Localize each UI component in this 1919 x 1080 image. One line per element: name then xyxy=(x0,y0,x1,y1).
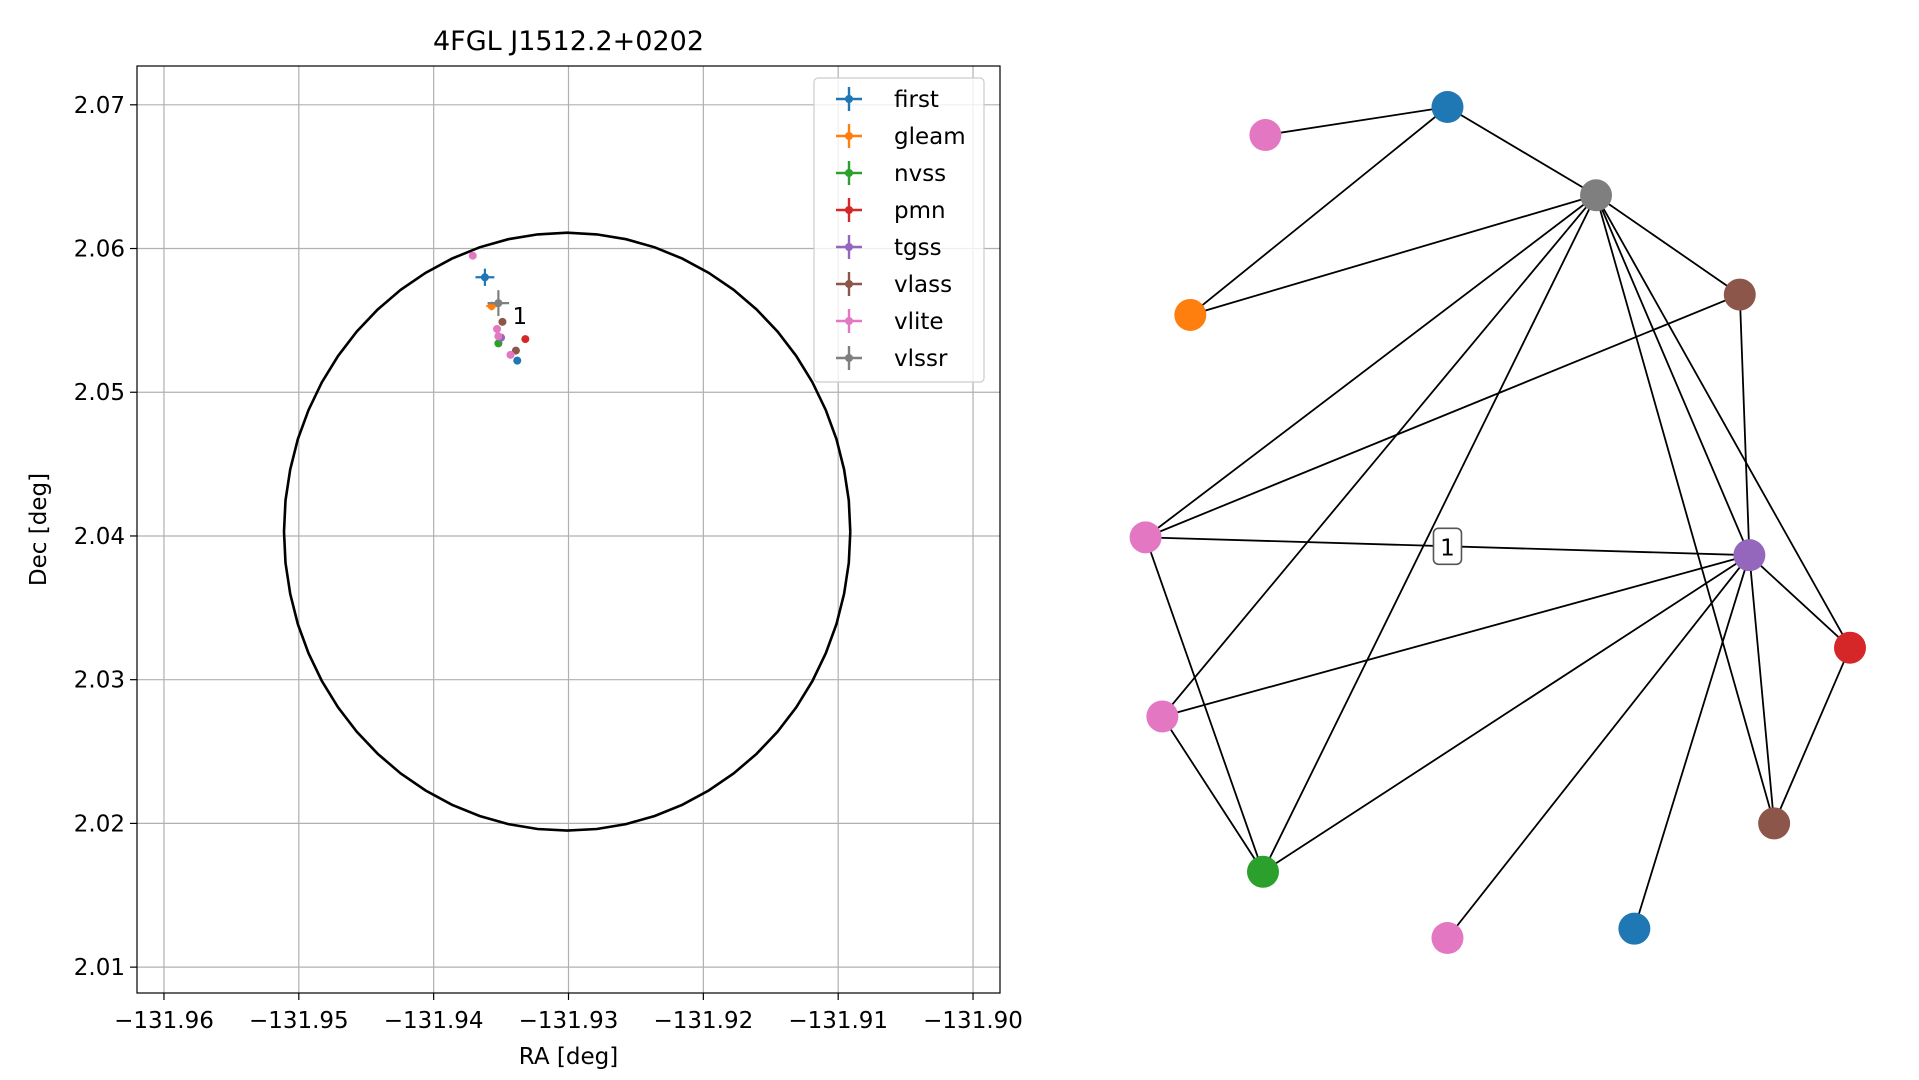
y-tick-label: 2.03 xyxy=(74,668,125,694)
x-tick-label: −131.93 xyxy=(519,1008,619,1034)
ellipse-outline xyxy=(282,231,852,832)
graph-edges xyxy=(1144,106,1851,939)
graph-edge xyxy=(1162,554,1750,718)
graph-edge-labels: 1 xyxy=(1432,527,1463,566)
point-vlass xyxy=(511,346,520,355)
point-vlssr xyxy=(487,290,510,317)
graph-edge xyxy=(1447,106,1597,197)
svg-text:1: 1 xyxy=(1440,535,1455,561)
y-tick-label: 2.04 xyxy=(74,524,125,550)
graph-node xyxy=(1431,91,1464,123)
point-first xyxy=(513,356,522,365)
legend-entry-first: first xyxy=(836,87,939,113)
x-tick-label: −131.92 xyxy=(653,1008,753,1034)
y-tick-label: 2.07 xyxy=(74,93,125,119)
legend-label: pmn xyxy=(894,198,946,224)
data-points xyxy=(468,251,530,365)
graph-edge xyxy=(1189,106,1449,316)
point-vlite xyxy=(506,350,515,359)
x-tick-label: −131.94 xyxy=(384,1008,484,1034)
graph-edge xyxy=(1161,715,1264,873)
x-tick-label: −131.91 xyxy=(788,1008,888,1034)
y-tick-label: 2.01 xyxy=(74,955,125,981)
graph-node xyxy=(1618,912,1651,945)
graph-node xyxy=(1723,278,1756,311)
legend-label: first xyxy=(894,87,939,113)
y-tick-label: 2.06 xyxy=(74,237,125,263)
legend-entry-vlite: vlite xyxy=(836,309,944,335)
graph-node xyxy=(1758,807,1791,840)
graph-node xyxy=(1129,521,1162,554)
x-axis-label: RA [deg] xyxy=(519,1044,618,1070)
point-annotation: 1 xyxy=(512,304,527,330)
graph-edge xyxy=(1748,555,1776,824)
point-first xyxy=(475,268,495,286)
legend-entry-tgss: tgss xyxy=(836,235,942,261)
y-axis-ticks: 2.01 2.02 2.03 2.04 2.05 2.06 2.07 xyxy=(74,93,137,981)
x-axis-ticks: −131.96 −131.95 −131.94 −131.93 −131.92 −131.… xyxy=(114,993,1023,1034)
legend-label: vlass xyxy=(894,272,952,298)
graph-node xyxy=(1146,700,1179,733)
point-vlass xyxy=(498,317,507,326)
x-tick-label: −131.95 xyxy=(249,1008,349,1034)
graph-edge xyxy=(1262,554,1750,873)
point-vlite xyxy=(493,325,502,334)
graph-node xyxy=(1249,119,1282,152)
legend-entry-vlssr: vlssr xyxy=(836,346,948,372)
graph-edge xyxy=(1145,194,1597,539)
point-pmn xyxy=(521,335,530,344)
legend-label: vlssr xyxy=(894,346,948,372)
chart-title: 4FGL J1512.2+0202 xyxy=(433,26,704,57)
graph-edge xyxy=(1595,194,1751,556)
uncertainty-ellipse xyxy=(282,231,852,832)
legend-label: vlite xyxy=(894,309,944,335)
graph-node xyxy=(1174,298,1207,331)
graph-edge xyxy=(1190,194,1597,316)
graph-edge xyxy=(1265,106,1448,136)
legend-label: nvss xyxy=(894,161,946,187)
x-tick-label: −131.90 xyxy=(923,1008,1023,1034)
graph-node xyxy=(1834,631,1866,664)
graph-edge xyxy=(1748,554,1851,649)
legend-box xyxy=(813,77,985,383)
scatter-panel: 4FGL J1512.2+0202 1 −131.96 −131.95 −131.9… xyxy=(26,26,1023,1070)
y-tick-label: 2.05 xyxy=(74,380,125,406)
y-tick-label: 2.02 xyxy=(74,811,125,837)
legend-entry-vlass: vlass xyxy=(836,272,952,298)
legend-entry-pmn: pmn xyxy=(836,198,946,224)
legend-entry-gleam: gleam xyxy=(836,124,966,150)
y-axis-label: Dec [deg] xyxy=(26,473,52,586)
graph-node xyxy=(1733,539,1766,572)
edge-label: 1 xyxy=(1432,527,1463,566)
annotations: 1 xyxy=(512,304,527,330)
legend-label: tgss xyxy=(894,235,942,261)
legend-label: gleam xyxy=(894,124,966,150)
x-tick-label: −131.96 xyxy=(114,1008,214,1034)
graph-edge xyxy=(1446,554,1751,939)
graph-edge xyxy=(1262,194,1597,873)
network-panel: 1 xyxy=(1129,91,1866,954)
graph-edge xyxy=(1595,194,1851,649)
graph-node xyxy=(1431,922,1464,954)
graph-edge xyxy=(1773,647,1851,824)
legend: first gleam nvss pmn tgss vlass vlite vlssr xyxy=(813,77,985,383)
graph-node xyxy=(1580,179,1613,212)
graph-nodes xyxy=(1129,91,1866,954)
graph-edge xyxy=(1595,194,1741,296)
graph-edge xyxy=(1633,554,1751,929)
graph-edge xyxy=(1145,293,1741,539)
graph-node xyxy=(1246,855,1279,888)
graph-edge xyxy=(1738,294,1751,556)
point-vlite xyxy=(468,251,477,260)
graph-edge xyxy=(1595,195,1775,824)
point-vlite xyxy=(494,332,503,341)
graph-edge xyxy=(1161,194,1597,718)
legend-entry-nvss: nvss xyxy=(836,161,946,187)
